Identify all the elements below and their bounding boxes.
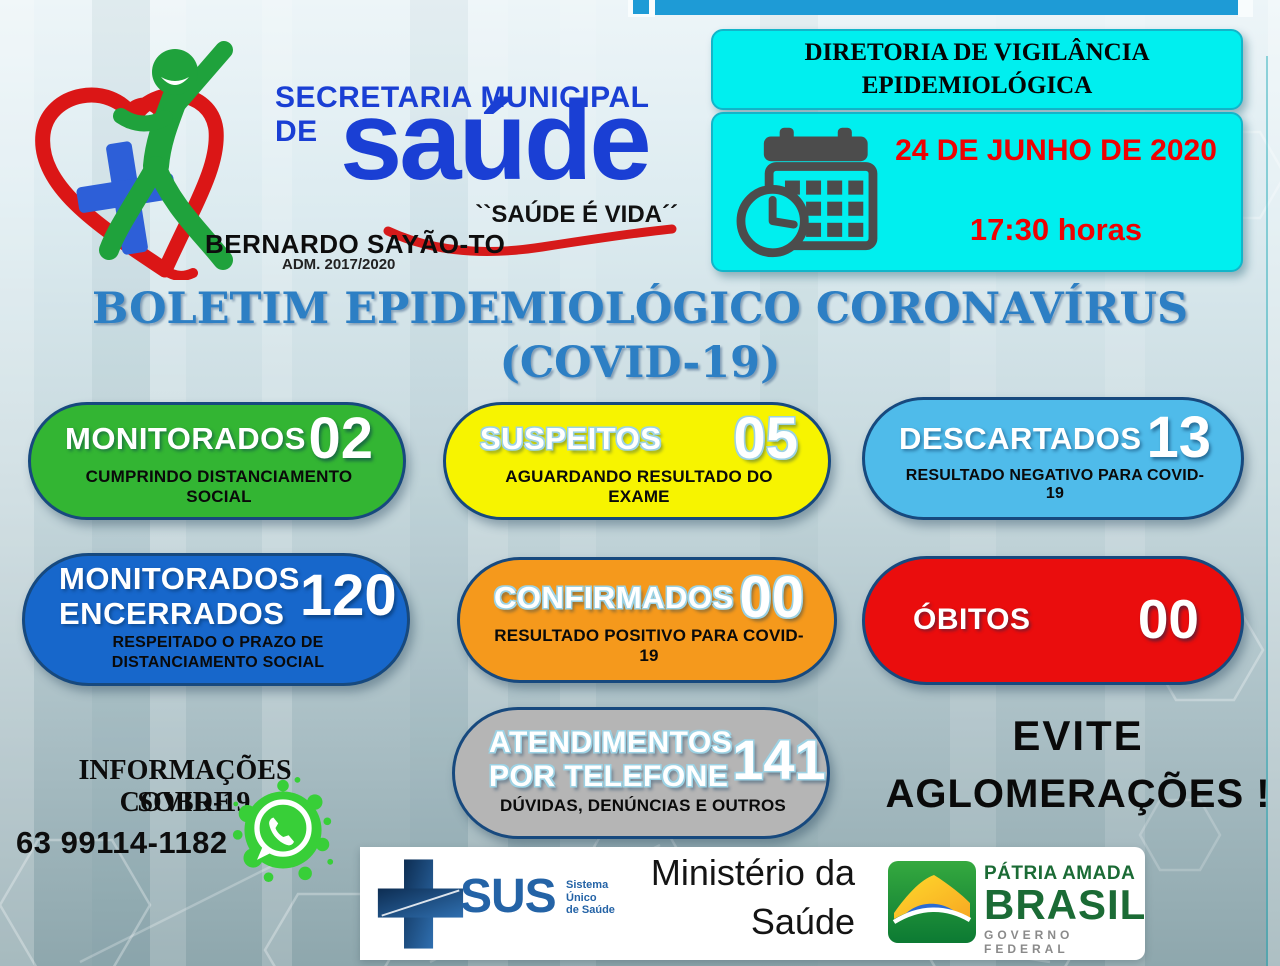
person-figure xyxy=(99,41,233,270)
stat-sublabel: CUMPRINDO DISTANCIAMENTO SOCIAL xyxy=(85,467,353,507)
stat-sublabel: RESULTADO POSITIVO PARA COVID-19 xyxy=(494,626,804,666)
secretariat-name: saúde xyxy=(340,78,652,203)
stat-suspeitos: SUSPEITOS 05 AGUARDANDO RESULTADO DO EXA… xyxy=(443,402,831,520)
stat-sublabel: DÚVIDAS, DENÚNCIAS E OUTROS xyxy=(500,795,786,815)
stat-label-line1: ATENDIMENTOS xyxy=(489,726,733,760)
bulletin-date: 24 DE JUNHO DE 2020 xyxy=(895,134,1217,167)
city-name: BERNARDO SAYÃO-TO xyxy=(205,229,506,259)
stat-label: DESCARTADOS xyxy=(899,420,1142,456)
datetime-box: 24 DE JUNHO DE 2020 17:30 horas xyxy=(711,112,1243,272)
bulletin-title: BOLETIM EPIDEMIOLÓGICO CORONAVÍRUS (COVI… xyxy=(0,284,1280,389)
whatsapp-phone-number: 63 99114-1182 xyxy=(16,825,228,860)
bulletin-title-line1: BOLETIM EPIDEMIOLÓGICO CORONAVÍRUS xyxy=(91,284,1189,334)
stat-value: 02 xyxy=(308,405,373,471)
covid-info-contact: INFORMAÇÕES SOBRE COVID-19 63 99114-1182 xyxy=(12,755,372,885)
stat-sublabel: RESPEITADO O PRAZO DE DISTANCIAMENTO SOC… xyxy=(111,634,325,672)
bulletin-title-line2: (COVID-19) xyxy=(499,338,781,389)
stat-obitos: ÓBITOS 00 xyxy=(862,556,1244,685)
stat-label-line1: MONITORADOS xyxy=(59,560,300,596)
logo-swoosh xyxy=(383,224,677,256)
health-secretariat-logo: SECRETARIA MUNICIPAL DE saúde ``SAÚDE É … xyxy=(10,25,700,283)
whatsapp-icon xyxy=(232,777,334,883)
heart-cross-figure-icon xyxy=(35,41,233,280)
brasil-government-logo: PÁTRIA AMADA BRASIL GOVERNO FEDERAL xyxy=(888,855,1147,956)
stat-monitorados: MONITORADOS 02 CUMPRINDO DISTANCIAMENTO … xyxy=(28,402,406,520)
department-title: DIRETORIA DE VIGILÂNCIA EPIDEMIOLÓGICA xyxy=(804,39,1150,99)
sus-subtitle: Sistema Único de Saúde xyxy=(566,879,615,917)
avoid-crowds-warning: EVITE AGLOMERAÇÕES ! xyxy=(880,712,1276,817)
top-bar-pad xyxy=(1238,0,1253,17)
brasil-flag-icon xyxy=(888,861,976,943)
stat-label: SUSPEITOS xyxy=(480,421,662,456)
background-stripe xyxy=(0,0,34,966)
warning-line2: AGLOMERAÇÕES ! xyxy=(885,772,1271,816)
brand-line1: PÁTRIA AMADA xyxy=(984,863,1136,884)
top-bar xyxy=(655,0,1238,15)
stat-label: MONITORADOS xyxy=(65,421,306,456)
stat-value: 05 xyxy=(733,405,798,471)
ministry-line2: Saúde xyxy=(750,900,855,942)
stat-label: ÓBITOS xyxy=(913,602,1031,636)
stat-confirmados: CONFIRMADOS 00 RESULTADO POSITIVO PARA C… xyxy=(457,557,837,683)
sus-acronym: SUS xyxy=(460,870,557,923)
stat-descartados: DESCARTADOS 13 RESULTADO NEGATIVO PARA C… xyxy=(862,397,1244,520)
secretariat-slogan: ``SAÚDE É VIDA´´ xyxy=(475,201,678,228)
info-line2: COVID-19 xyxy=(119,787,251,818)
info-line1: INFORMAÇÕES SOBRE xyxy=(78,755,292,818)
stat-label: CONFIRMADOS xyxy=(494,580,734,615)
stat-sublabel: AGUARDANDO RESULTADO DO EXAME xyxy=(505,467,773,507)
brand-line3: GOVERNO FEDERAL xyxy=(984,927,1074,956)
background-stripe xyxy=(1268,0,1280,966)
footer-band: SUS Sistema Único de Saúde Ministério da… xyxy=(360,847,1145,960)
stat-atendimentos-telefone: ATENDIMENTOS POR TELEFONE 141 DÚVIDAS, D… xyxy=(452,707,830,839)
calendar-clock-icon xyxy=(736,127,878,258)
stat-value: 13 xyxy=(1146,405,1211,471)
stat-monitorados-encerrados: MONITORADOS ENCERRADOS 120 RESPEITADO O … xyxy=(22,553,410,686)
warning-line1: EVITE xyxy=(1012,712,1144,759)
brand-line2: BRASIL xyxy=(984,881,1147,928)
administration-term: ADM. 2017/2020 xyxy=(282,256,396,273)
stat-value: 00 xyxy=(739,564,804,630)
stat-label-line2: POR TELEFONE xyxy=(489,760,729,793)
ministry-wordmark: Ministério da Saúde xyxy=(610,849,855,946)
secretariat-line: SECRETARIA MUNICIPAL DE xyxy=(275,81,649,148)
stat-sublabel: RESULTADO NEGATIVO PARA COVID-19 xyxy=(905,466,1205,502)
stat-label-line2: ENCERRADOS xyxy=(59,595,285,631)
stat-value: 141 xyxy=(732,727,826,791)
background-edge-line xyxy=(1266,56,1268,966)
department-box: DIRETORIA DE VIGILÂNCIA EPIDEMIOLÓGICA xyxy=(711,29,1243,110)
bulletin-time: 17:30 horas xyxy=(969,212,1143,247)
top-bar-accent-square xyxy=(633,0,649,14)
sus-cross-icon xyxy=(377,859,464,949)
stat-value: 00 xyxy=(1137,587,1199,650)
ministry-line1: Ministério da xyxy=(650,852,855,893)
stat-value: 120 xyxy=(299,563,397,629)
